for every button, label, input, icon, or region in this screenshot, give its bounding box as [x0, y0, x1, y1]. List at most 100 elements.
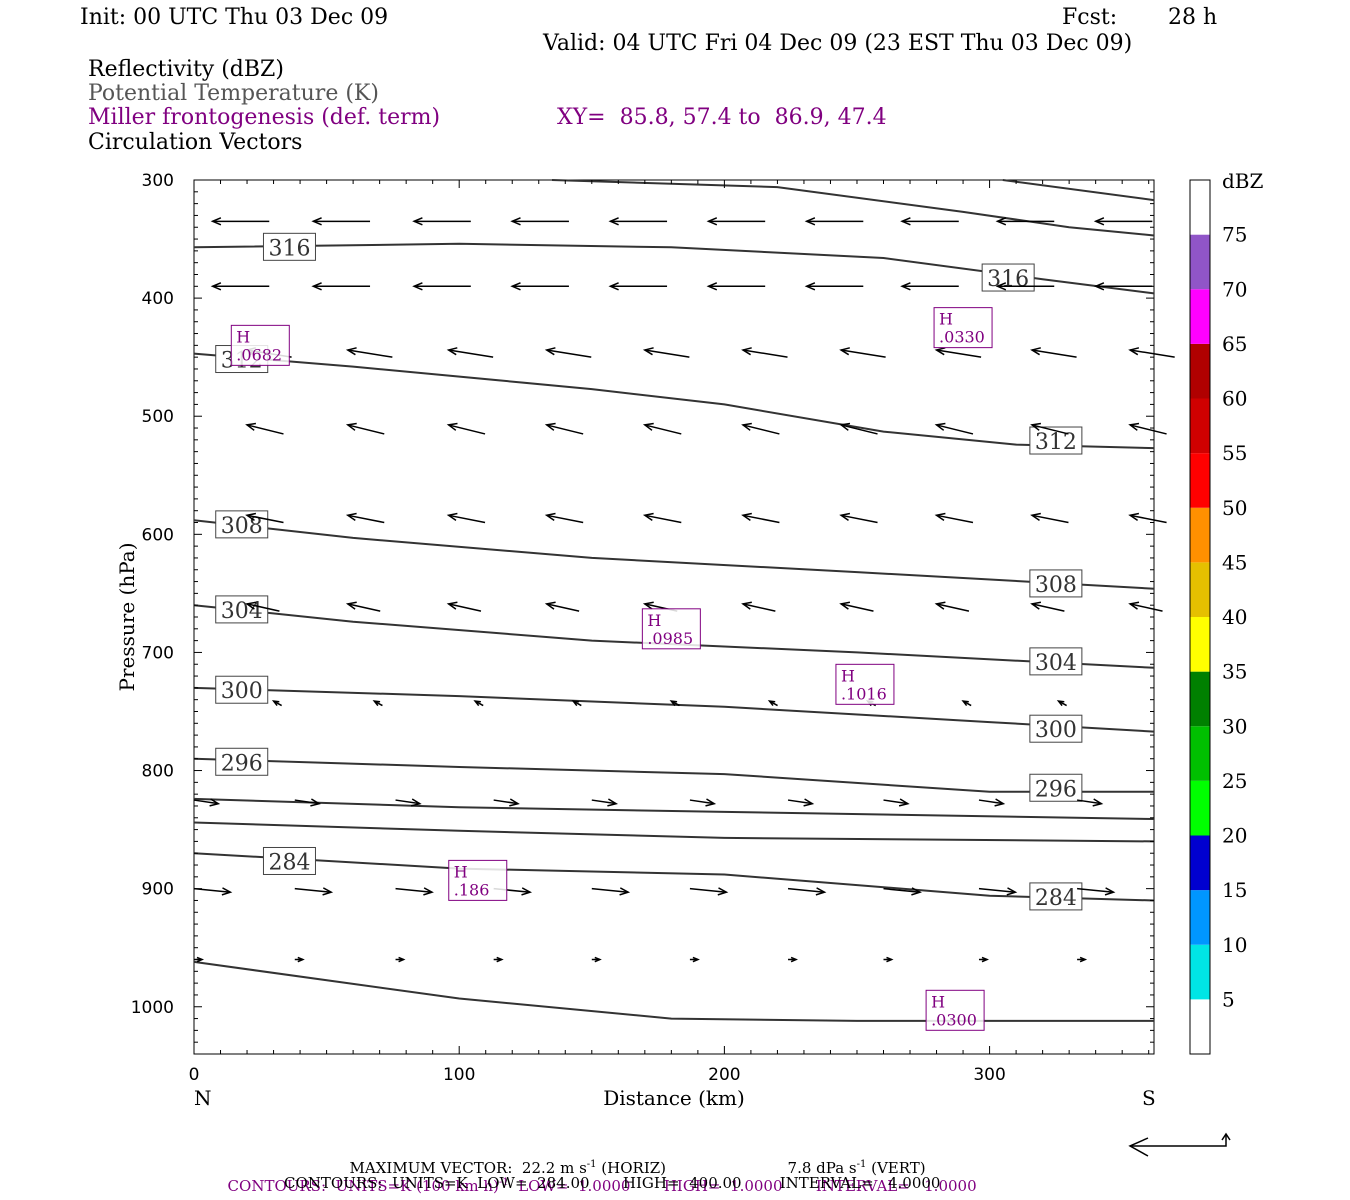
circulation-vector-head	[1128, 601, 1140, 610]
circulation-vector	[1130, 349, 1175, 358]
circulation-vector	[840, 424, 878, 435]
circulation-vector-head	[311, 282, 322, 291]
circulation-vector-head	[423, 887, 434, 896]
circulation-vector	[1031, 424, 1069, 435]
field-circulation-vectors: Circulation Vectors	[88, 130, 303, 155]
colorbar-label: 60	[1222, 387, 1247, 411]
max-vector-horiz-tag: (HORIZ)	[596, 1159, 667, 1177]
frontogenesis-max-value: .0330	[939, 328, 985, 347]
circulation-vector	[448, 349, 494, 358]
frontogenesis-max-value: .0682	[236, 345, 282, 364]
theta-label: 300	[221, 679, 263, 704]
frontogenesis-units-exponent: -1	[498, 1177, 509, 1188]
circulation-vector-head	[1092, 798, 1104, 807]
circulation-vector-head	[608, 217, 619, 226]
circulation-vector	[742, 349, 788, 358]
theta-label: 296	[221, 751, 263, 776]
colorbar-segment	[1190, 453, 1210, 508]
frontogenesis-max-box	[230, 324, 290, 366]
colorbar-segment	[1190, 234, 1210, 290]
y-tick-label: 900	[142, 880, 174, 900]
y-tick-label: 700	[142, 643, 174, 663]
circulation-vector-head	[911, 887, 922, 896]
circulation-vector-head	[496, 956, 504, 963]
frontogenesis-max-value: .0985	[647, 629, 693, 648]
axes: 300 400 500 600 700 800 900 1000 0 100 200 300 Dista…	[115, 171, 1156, 1110]
circulation-vector	[1076, 799, 1102, 805]
theta-contour-line	[1002, 179, 1155, 202]
field-potential-temperature: Potential Temperature (K)	[88, 81, 379, 106]
circulation-vector	[246, 424, 284, 435]
circulation-vector-head	[934, 601, 946, 610]
colorbar-segment	[1190, 398, 1210, 454]
circulation-vector	[936, 603, 970, 612]
y-tick-label: 600	[142, 525, 174, 545]
circulation-vector-head	[705, 798, 717, 807]
circulation-vector-head	[790, 956, 798, 963]
circulation-vector-head	[642, 601, 654, 610]
valid-time: Valid: 04 UTC Fri 04 Dec 09 (23 EST Thu …	[543, 31, 1133, 56]
frontogenesis-max-letter: H	[236, 327, 250, 346]
field-frontogenesis: Miller frontogenesis (def. term)	[88, 105, 441, 130]
theta-label-box	[1029, 569, 1083, 598]
circulation-vector-head	[544, 347, 556, 356]
reference-vector-arrow	[1130, 1134, 1227, 1147]
circulation-vector-head	[245, 601, 257, 610]
circulation-vector-head	[981, 956, 990, 963]
circulation-vector	[546, 514, 584, 524]
theta-contour-line	[193, 352, 1155, 450]
colorbar-segment	[1190, 617, 1210, 672]
frontogenesis-max-value: .1016	[841, 684, 887, 703]
theta-contour-line	[193, 519, 1155, 590]
theta-label: 304	[221, 599, 263, 624]
circulation-vector-head	[839, 601, 851, 610]
frontogenesis-max-box	[933, 307, 993, 349]
theta-label-box	[1029, 882, 1083, 911]
circulation-vector	[742, 424, 780, 435]
circulation-vector	[742, 514, 780, 524]
circulation-vector-head	[372, 700, 381, 707]
circulation-vector-head	[804, 282, 816, 291]
circulation-vector-head	[934, 422, 946, 431]
circulation-vector-head	[717, 887, 729, 896]
theta-label: 308	[221, 514, 263, 539]
circulation-vector	[1129, 424, 1167, 435]
circulation-vector-head	[741, 512, 752, 522]
colorbar: 5 10 15 20 25 30 35 40 45 50 55 60 65 70 75 dBZ	[1189, 169, 1264, 1055]
colorbar-segment	[1190, 562, 1210, 617]
circulation-vector-head	[900, 217, 911, 226]
frontogenesis-max-letter: H	[939, 310, 953, 329]
circulation-vector	[591, 887, 629, 893]
circulation-vector-head	[245, 422, 257, 431]
circulation-vector-head	[446, 512, 458, 522]
circulation-vector-head	[1030, 422, 1042, 431]
circulation-vector-head	[898, 798, 910, 807]
theta-contour-line	[551, 179, 1155, 237]
circulation-vector	[644, 514, 682, 524]
circulation-vector-head	[642, 422, 654, 431]
theta-label: 312	[1035, 430, 1077, 455]
field-reflectivity: Reflectivity (dBZ)	[88, 57, 284, 82]
circulation-vector	[294, 799, 320, 805]
circulation-vector-head	[1104, 887, 1116, 896]
forecast-label: Fcst:	[1062, 5, 1118, 30]
x-axis-label: Distance (km)	[603, 1086, 745, 1110]
south-label: S	[1142, 1086, 1156, 1110]
circulation-vector-head	[1006, 887, 1018, 896]
circulation-vector-head	[839, 347, 850, 356]
circulation-vector	[883, 799, 908, 805]
y-tick-label: 500	[142, 407, 174, 427]
circulation-vector-head	[1030, 347, 1041, 356]
circulation-vector-head	[446, 601, 458, 610]
max-vector-vert-exponent: -1	[856, 1159, 867, 1170]
colorbar-label: 40	[1222, 605, 1247, 629]
theta-contour-info: CONTOURS: UNITS=K LOW= 284.00 HIGH= 400.…	[284, 1174, 941, 1192]
frontogenesis-max-letter: H	[841, 666, 855, 685]
circulation-vector-head	[607, 798, 619, 807]
circulation-vectors	[193, 217, 1175, 963]
colorbar-label: 15	[1222, 878, 1247, 902]
max-vector-vert-text: 7.8 dPa s-1 (VERT)	[778, 1139, 926, 1177]
colorbar-segment	[1190, 780, 1210, 836]
circulation-vector-head	[994, 798, 1006, 807]
